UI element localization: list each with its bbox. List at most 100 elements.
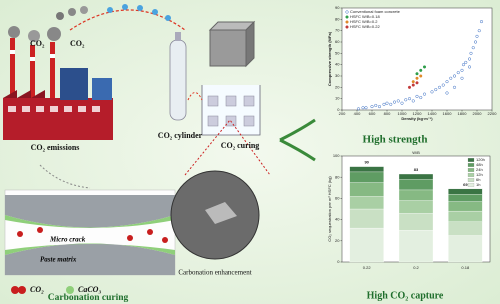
headline: High CO₂ capture xyxy=(367,290,444,301)
point xyxy=(460,68,464,72)
point xyxy=(456,71,460,75)
point xyxy=(374,103,378,108)
legend-swatch xyxy=(345,10,349,14)
point xyxy=(407,97,412,101)
point xyxy=(461,63,466,67)
label: CO₂ curing xyxy=(221,141,260,150)
legend-swatch xyxy=(345,25,349,29)
y-tick-label: 0 xyxy=(337,107,340,112)
point xyxy=(445,80,449,84)
co2-label: CO₂ xyxy=(30,39,45,48)
y-tick-label: 80 xyxy=(335,174,340,179)
bar-segment xyxy=(349,171,384,183)
point xyxy=(411,80,415,84)
point xyxy=(356,107,361,111)
crack-scheme xyxy=(4,189,176,294)
legend-swatch xyxy=(467,168,475,172)
bar-segment xyxy=(398,189,434,201)
x-tick-label: 0.22 xyxy=(363,265,372,270)
legend-swatch xyxy=(467,183,475,187)
x-tick-label: 1800 xyxy=(458,111,468,116)
point xyxy=(382,102,386,106)
point xyxy=(392,100,397,104)
label: Micro crack xyxy=(49,236,86,244)
point xyxy=(437,85,442,89)
x-tick-label: 1200 xyxy=(413,111,423,116)
point xyxy=(460,76,464,80)
point xyxy=(479,20,484,24)
legend-label: 48h xyxy=(476,162,483,167)
y-tick-label: 30 xyxy=(335,73,340,78)
point xyxy=(404,98,408,102)
x-tick-label: 0.2 xyxy=(413,265,419,270)
point xyxy=(475,34,479,38)
x-tick-label: 400 xyxy=(354,111,361,116)
point xyxy=(415,81,419,85)
y-axis-label: CO₂ sequestration per m³ HSFC (kg) xyxy=(327,176,332,242)
point xyxy=(422,65,427,69)
legend-label: Conventional foam concrete xyxy=(350,9,401,14)
bar-segment xyxy=(448,210,483,222)
point xyxy=(471,46,475,50)
total-label: 69 xyxy=(463,182,468,187)
legend-label: 120h xyxy=(476,157,485,162)
zoom-lines xyxy=(184,119,271,176)
legend-swatch xyxy=(345,15,349,19)
point xyxy=(364,106,368,110)
legend-label: HSFC W/B=0.18 xyxy=(350,14,380,19)
zoom-arrow xyxy=(39,164,91,189)
label: Paste matrix xyxy=(40,256,77,264)
legend-label: 24h xyxy=(476,167,483,172)
headline: Carbonation curing xyxy=(48,293,129,303)
point xyxy=(467,65,472,69)
point xyxy=(389,102,393,106)
legend-swatch xyxy=(467,163,475,167)
total-label: 90 xyxy=(364,160,369,165)
y-tick-label: 0 xyxy=(337,259,340,264)
point xyxy=(419,95,423,100)
x-tick-label: 1600 xyxy=(443,111,453,116)
bar-segment xyxy=(448,201,483,212)
point xyxy=(411,99,415,103)
y-tick-label: 40 xyxy=(335,217,340,222)
label: CO₂ cylinder xyxy=(158,131,203,140)
point xyxy=(361,106,365,110)
y-tick-label: 100 xyxy=(333,153,340,158)
x-tick-label: 800 xyxy=(384,111,391,116)
x-tick-label: 600 xyxy=(369,111,376,116)
point xyxy=(452,85,457,89)
point xyxy=(467,57,472,61)
point xyxy=(419,68,423,72)
legend-swatch xyxy=(467,178,475,182)
point xyxy=(441,83,445,87)
point xyxy=(473,40,478,44)
point xyxy=(419,74,423,78)
y-tick-label: 90 xyxy=(335,5,340,10)
total-label: 83 xyxy=(414,167,419,172)
flow-arrow xyxy=(69,9,186,31)
y-tick-label: 50 xyxy=(335,50,340,55)
legend-swatch xyxy=(467,173,475,177)
legend-swatch xyxy=(345,20,349,24)
x-tick-label: 200 xyxy=(339,111,346,116)
headline: High strength xyxy=(363,134,428,146)
legend-label: CaCO₃ xyxy=(78,285,101,294)
point xyxy=(477,29,481,33)
x-axis-label: W/B xyxy=(412,150,420,155)
point xyxy=(469,51,473,55)
x-tick-label: 2000 xyxy=(473,111,483,116)
bar-segment xyxy=(448,188,483,195)
x-axis-label: Density (kg·m⁻³) xyxy=(401,116,433,121)
bar-segment xyxy=(398,173,434,180)
bar-segment xyxy=(448,194,483,202)
point xyxy=(452,74,457,78)
label: Carbonation enhancement xyxy=(178,269,251,277)
point xyxy=(464,60,468,64)
point xyxy=(377,105,382,109)
y-tick-label: 80 xyxy=(335,16,340,21)
point xyxy=(407,85,412,89)
legend-label: 1h xyxy=(476,182,480,187)
point xyxy=(449,76,453,80)
point xyxy=(422,92,427,96)
